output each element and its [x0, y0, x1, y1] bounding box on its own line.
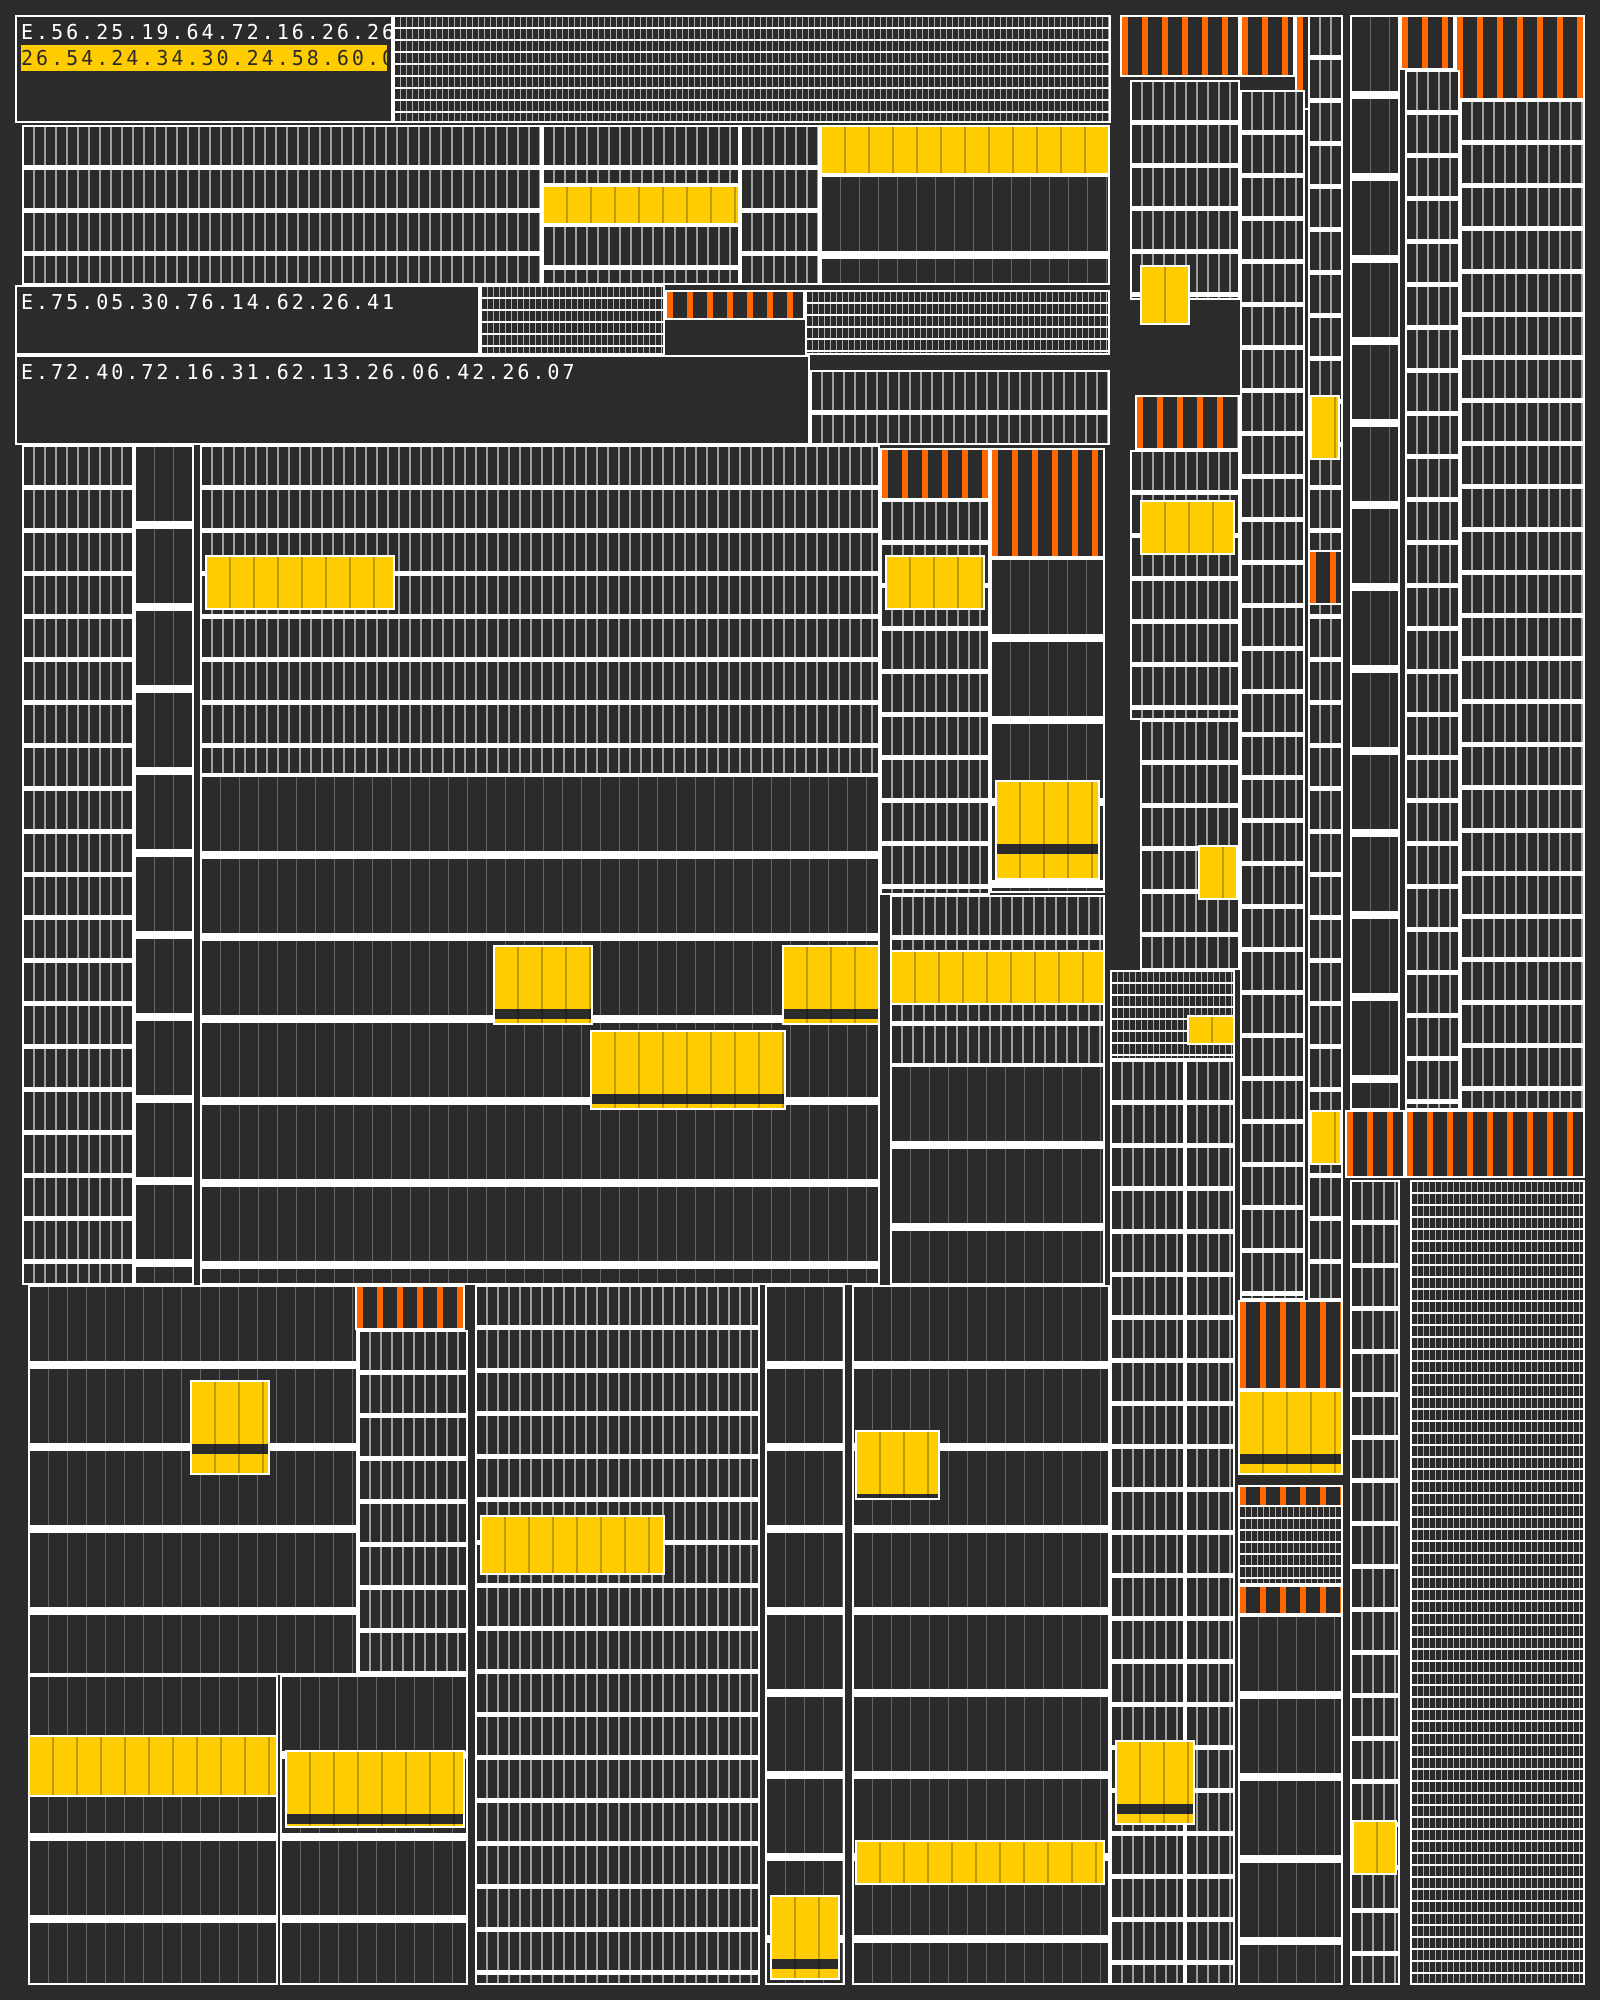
treemap-tile[interactable]: E.72.40.72.16.31.62.13.26.06.42.26.07: [15, 355, 810, 445]
treemap-tile[interactable]: [28, 1735, 278, 1797]
treemap-tile[interactable]: [1238, 1615, 1343, 1985]
treemap-tile[interactable]: [1310, 1110, 1342, 1165]
treemap-tile[interactable]: [1345, 1110, 1405, 1178]
treemap-tile[interactable]: [770, 1895, 840, 1980]
treemap-tile[interactable]: [542, 125, 740, 185]
treemap-tile[interactable]: [542, 185, 740, 225]
treemap-tile[interactable]: [393, 15, 1111, 123]
treemap-tile[interactable]: [22, 445, 134, 1285]
treemap-tile[interactable]: [1135, 395, 1240, 450]
treemap-tile[interactable]: [355, 1285, 465, 1330]
treemap-tile[interactable]: [542, 225, 740, 285]
treemap-tile[interactable]: [1455, 15, 1585, 100]
treemap-tile[interactable]: [885, 555, 985, 610]
treemap-tile[interactable]: [134, 445, 194, 1285]
treemap-tile[interactable]: [1130, 450, 1240, 720]
treemap-tile[interactable]: [1350, 15, 1400, 1110]
treemap-tile[interactable]: [1238, 1390, 1343, 1475]
treemap-tile[interactable]: [1460, 100, 1585, 1110]
treemap-tile[interactable]: [1140, 265, 1190, 325]
treemap-tile[interactable]: [200, 445, 880, 775]
treemap-tile[interactable]: [1405, 70, 1460, 1110]
treemap-tile[interactable]: E.56.25.19.64.72.16.26.26.14.26.44.10 26…: [15, 15, 393, 123]
treemap-tile[interactable]: [22, 125, 542, 285]
treemap-tile[interactable]: [782, 945, 880, 1025]
treemap-tile[interactable]: [590, 1030, 786, 1110]
treemap-tile[interactable]: [1115, 1740, 1195, 1825]
treemap-tile[interactable]: [765, 1285, 845, 1985]
treemap-tile[interactable]: [1400, 15, 1455, 70]
treemap-tile[interactable]: [890, 950, 1105, 1005]
treemap-tile[interactable]: [1310, 395, 1340, 460]
treemap-tile[interactable]: [1238, 1585, 1343, 1615]
treemap-tile[interactable]: [990, 448, 1105, 558]
treemap-tile[interactable]: [285, 1750, 465, 1828]
treemap-tile[interactable]: [480, 1515, 665, 1575]
treemap-tile[interactable]: [805, 290, 1110, 355]
treemap-tile[interactable]: [810, 370, 1110, 445]
treemap-tile[interactable]: [880, 448, 990, 500]
treemap-tile[interactable]: [280, 1675, 468, 1985]
treemap-tile[interactable]: [890, 1065, 1105, 1285]
treemap-tile[interactable]: [475, 1285, 760, 1985]
treemap-tile[interactable]: [1198, 845, 1238, 900]
treemap-tile[interactable]: [1308, 15, 1343, 1300]
treemap-tile[interactable]: [1238, 1505, 1343, 1585]
treemap-tile[interactable]: [855, 1430, 940, 1500]
treemap-tile[interactable]: [1130, 80, 1240, 300]
treemap-tile[interactable]: [665, 290, 805, 320]
treemap-tile[interactable]: [28, 1285, 358, 1675]
tile-label: E.75.05.30.76.14.62.26.41: [21, 290, 398, 314]
treemap-tile[interactable]: [1405, 1110, 1585, 1178]
treemap-tile[interactable]: [358, 1330, 468, 1675]
tile-label: 26.54.24.34.30.24.58.60.03.48.72.08: [21, 45, 391, 71]
tile-label: E.56.25.19.64.72.16.26.26.14.26.44.10: [21, 20, 391, 44]
treemap-tile[interactable]: [995, 780, 1100, 880]
treemap-tile[interactable]: [28, 1675, 278, 1985]
treemap-tile[interactable]: [820, 175, 1110, 285]
treemap-tile[interactable]: [1352, 1820, 1397, 1875]
treemap-tile[interactable]: [480, 285, 665, 355]
treemap-tile[interactable]: [1110, 1060, 1185, 1985]
treemap-tile[interactable]: [1185, 1060, 1235, 1985]
treemap-tile[interactable]: [493, 945, 593, 1025]
treemap-tile[interactable]: [1110, 970, 1235, 1060]
treemap-tile[interactable]: [820, 125, 1110, 175]
treemap-tile[interactable]: [855, 1840, 1105, 1885]
treemap-tile[interactable]: [1187, 1015, 1235, 1045]
treemap-tile[interactable]: [1238, 1485, 1343, 1507]
treemap-tile[interactable]: [1120, 15, 1240, 77]
treemap-tile[interactable]: [1140, 500, 1235, 555]
treemap-tile[interactable]: E.75.05.30.76.14.62.26.41: [15, 285, 480, 355]
treemap-tile[interactable]: [1238, 1300, 1343, 1390]
treemap-tile[interactable]: [190, 1380, 270, 1475]
tile-label: E.72.40.72.16.31.62.13.26.06.42.26.07: [21, 360, 578, 384]
treemap-tile[interactable]: [1410, 1180, 1585, 1985]
treemap-tile[interactable]: [740, 125, 820, 285]
treemap-tile[interactable]: [205, 555, 395, 610]
treemap-tile[interactable]: [1240, 90, 1305, 1300]
treemap-tile[interactable]: [1308, 550, 1343, 605]
treemap-tile[interactable]: [1240, 15, 1295, 77]
